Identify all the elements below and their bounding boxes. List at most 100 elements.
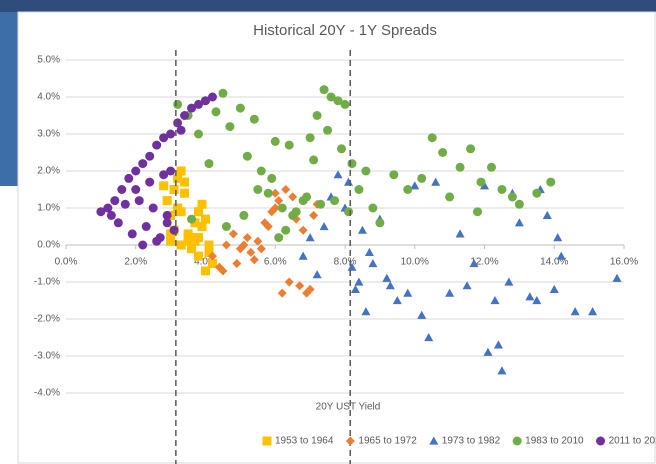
point	[514, 199, 524, 209]
point	[323, 125, 333, 135]
point	[546, 177, 556, 187]
legend-marker	[345, 436, 355, 446]
point	[382, 273, 392, 282]
point	[218, 266, 228, 276]
point	[197, 222, 207, 231]
point	[553, 233, 563, 242]
y-tick-label: 1.0%	[37, 203, 60, 214]
point	[190, 218, 200, 228]
point	[201, 266, 210, 276]
point	[194, 207, 204, 217]
point	[239, 240, 249, 250]
legend-label: 1983 to 2010	[525, 436, 584, 447]
point	[145, 151, 155, 161]
point	[270, 203, 280, 213]
point	[277, 288, 287, 298]
y-tick-label: 4.0%	[37, 92, 60, 103]
point	[403, 185, 413, 194]
point	[152, 236, 162, 246]
x-tick-label: 0.0%	[55, 257, 78, 268]
point	[246, 247, 256, 257]
x-tick-label: 16.0%	[610, 257, 638, 268]
point	[305, 233, 315, 242]
point	[256, 166, 266, 176]
point	[145, 177, 155, 187]
point	[295, 281, 305, 291]
point	[176, 125, 186, 135]
point	[263, 222, 273, 231]
point	[298, 251, 308, 260]
point	[507, 192, 517, 202]
point	[221, 240, 231, 250]
point	[424, 333, 434, 342]
point	[368, 259, 378, 268]
point	[288, 192, 298, 202]
point	[364, 247, 374, 256]
point	[612, 273, 622, 282]
point	[361, 166, 371, 176]
point	[455, 162, 465, 172]
point	[392, 296, 402, 305]
point	[152, 140, 162, 150]
point	[148, 203, 158, 213]
point	[159, 170, 169, 180]
point	[340, 99, 350, 109]
point	[162, 218, 172, 228]
point	[316, 199, 326, 209]
point	[253, 236, 263, 246]
point	[204, 159, 214, 169]
point	[375, 218, 385, 228]
y-tick-label: 0.0%	[37, 240, 60, 251]
side-panel	[0, 12, 18, 186]
point	[445, 288, 455, 297]
point	[204, 247, 214, 257]
point	[525, 292, 535, 301]
point	[194, 251, 204, 261]
point	[242, 151, 252, 161]
legend-marker	[596, 436, 606, 446]
point	[330, 196, 340, 206]
point	[438, 148, 448, 157]
point	[201, 96, 210, 106]
point	[134, 196, 144, 206]
x-tick-label: 14.0%	[540, 257, 568, 268]
point	[274, 233, 284, 243]
y-tick-label: 3.0%	[37, 129, 60, 140]
point	[127, 229, 137, 239]
point	[312, 270, 322, 279]
point	[267, 173, 277, 183]
point	[263, 188, 273, 198]
point	[319, 85, 329, 95]
x-tick-label: 8.0%	[334, 257, 357, 268]
point	[242, 233, 252, 243]
point	[194, 233, 204, 243]
point	[497, 185, 507, 194]
point	[350, 284, 360, 293]
point	[256, 244, 266, 254]
point	[403, 288, 413, 297]
point	[281, 225, 291, 235]
point	[117, 185, 127, 194]
point	[270, 136, 280, 146]
point	[169, 225, 179, 235]
point	[490, 296, 500, 305]
point	[277, 203, 287, 213]
point	[469, 259, 479, 268]
point	[131, 185, 141, 194]
point	[274, 196, 284, 206]
point	[124, 173, 134, 183]
point	[466, 144, 476, 154]
point	[347, 159, 357, 169]
point	[445, 192, 455, 202]
point	[173, 173, 183, 183]
point	[368, 203, 378, 213]
point	[357, 225, 367, 234]
y-tick-label: 5.0%	[37, 55, 60, 66]
legend-marker	[262, 436, 272, 446]
point	[166, 236, 176, 246]
point	[549, 284, 559, 293]
point	[110, 196, 120, 206]
point	[183, 236, 193, 246]
point	[173, 99, 183, 109]
